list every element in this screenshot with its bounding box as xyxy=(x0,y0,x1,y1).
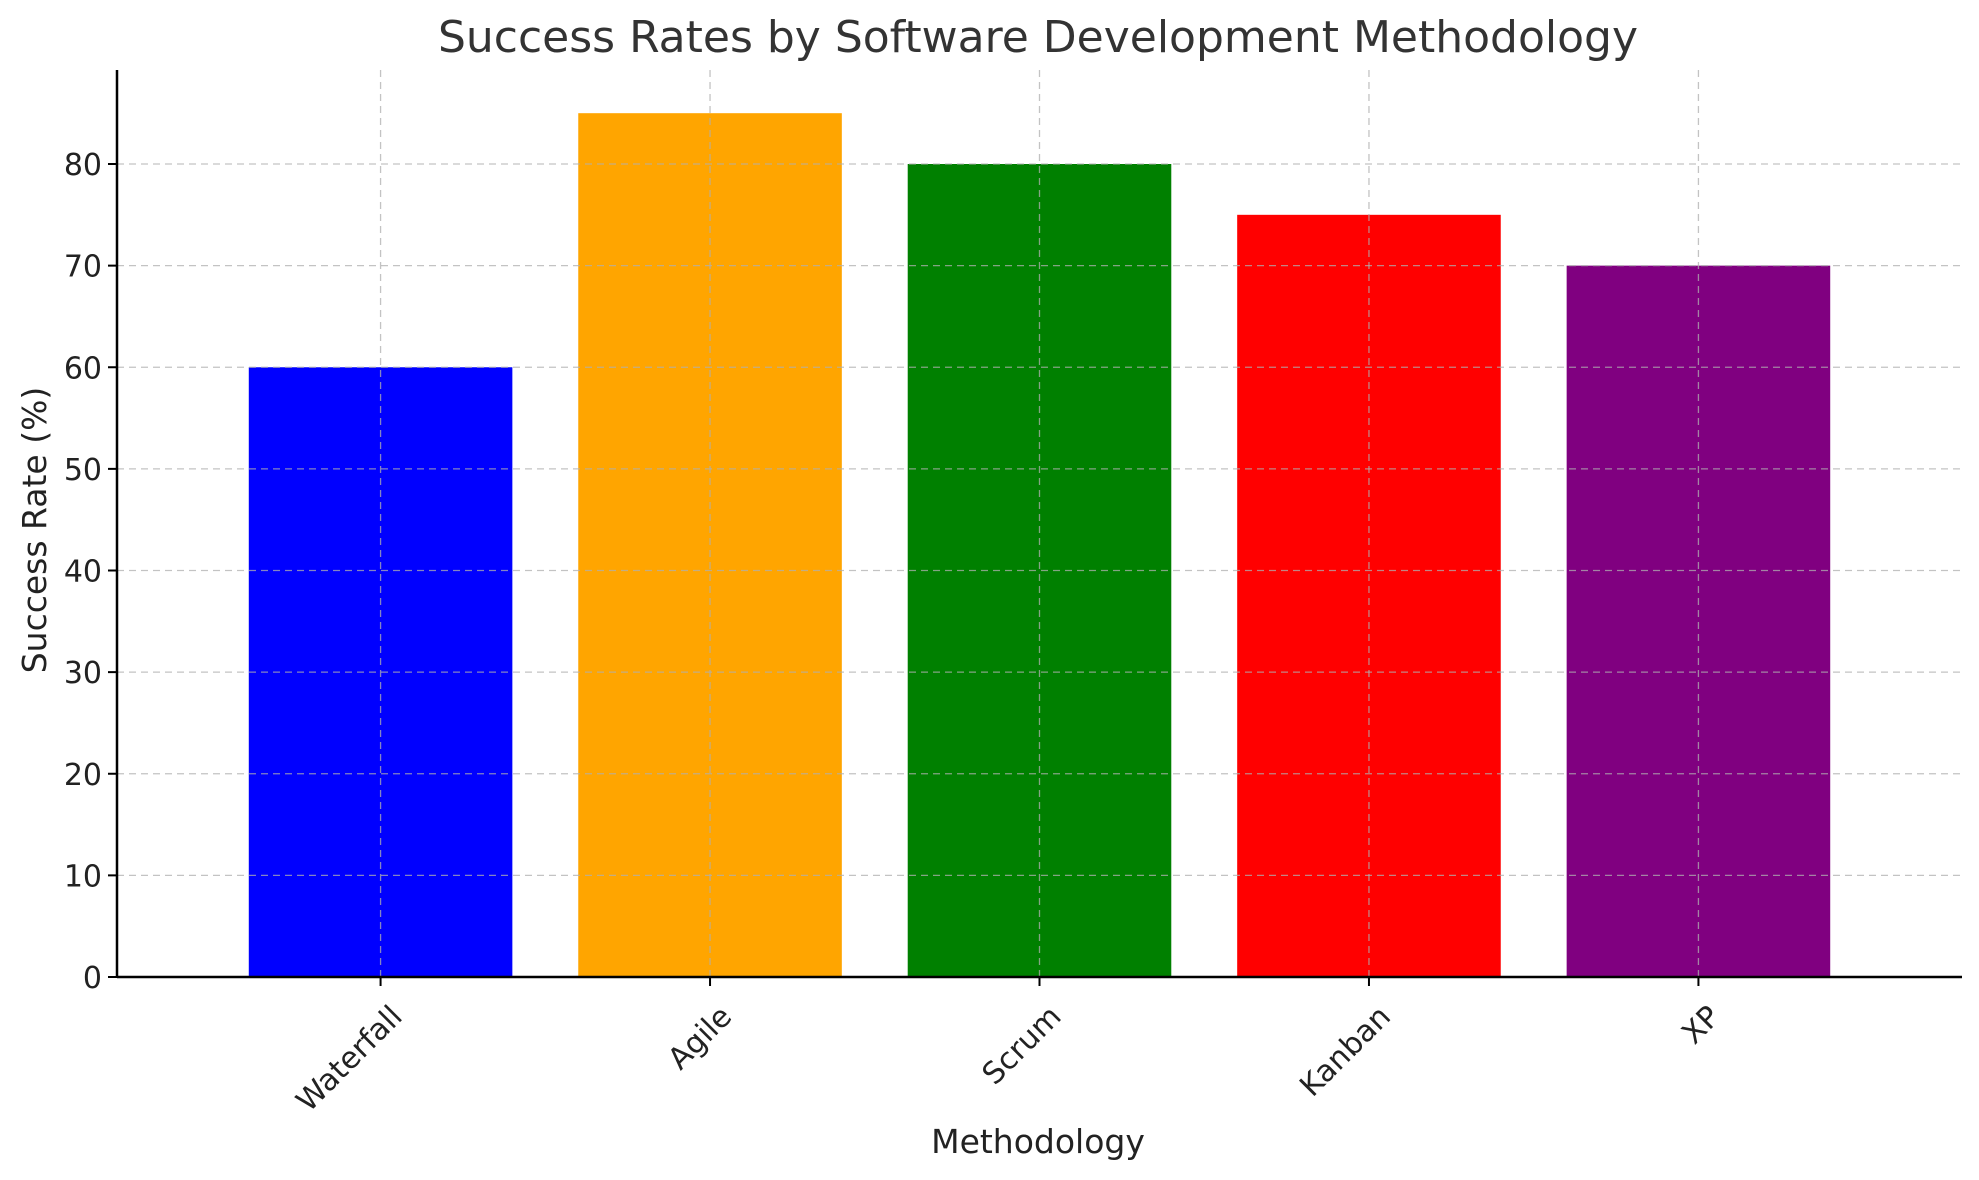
y-axis-ticks: 0 10 20 30 40 50 60 70 80 xyxy=(64,148,117,996)
y-tick-label: 40 xyxy=(64,555,102,590)
bars xyxy=(248,113,1831,978)
x-axis-ticks: Waterfall Agile Scrum Kanban XP xyxy=(290,977,1727,1119)
x-tick-label: Kanban xyxy=(1293,999,1398,1104)
chart-title: Success Rates by Software Development Me… xyxy=(438,12,1638,63)
x-tick-label: Waterfall xyxy=(290,999,410,1119)
y-axis-label: Success Rate (%) xyxy=(15,387,54,674)
y-tick-label: 70 xyxy=(64,250,102,285)
x-axis-label: Methodology xyxy=(931,1122,1145,1161)
bar-kanban xyxy=(1237,214,1501,977)
y-tick-label: 10 xyxy=(64,859,102,894)
x-tick-label: Scrum xyxy=(976,999,1069,1092)
y-tick-label: 80 xyxy=(64,148,102,183)
y-tick-label: 60 xyxy=(64,351,102,386)
y-tick-label: 50 xyxy=(64,453,102,488)
x-tick-label: Agile xyxy=(661,999,739,1077)
bar-agile xyxy=(578,113,842,977)
y-grid xyxy=(117,163,1962,877)
y-tick-label: 30 xyxy=(64,656,102,691)
y-tick-label: 0 xyxy=(83,961,102,996)
x-tick-label: XP xyxy=(1675,999,1727,1051)
y-tick-label: 20 xyxy=(64,758,102,793)
